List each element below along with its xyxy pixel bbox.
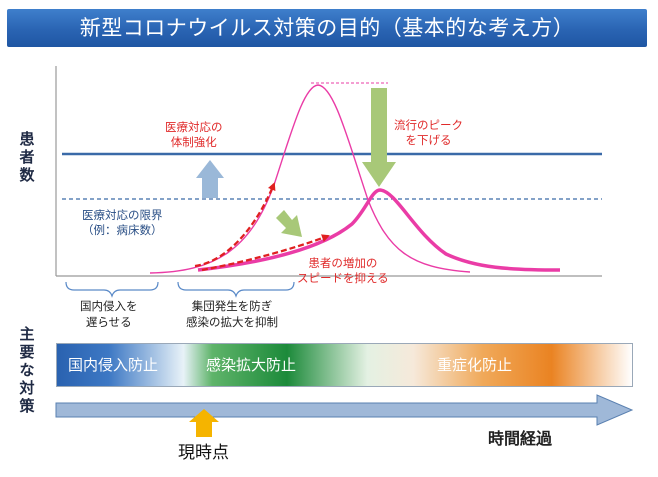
patients-axis-label: 患者数: [19, 130, 35, 184]
current-point-label: 現時点: [178, 443, 229, 463]
main-measures-label: 主要な対策: [19, 325, 35, 415]
brace-cluster: [177, 281, 295, 298]
peak-lower-arrow: [362, 88, 396, 187]
shift-arrow: [276, 210, 302, 237]
page-title: 新型コロナウイルス対策の目的（基本的な考え方）: [79, 16, 575, 40]
title-bar: 新型コロナウイルス対策の目的（基本的な考え方）: [7, 9, 647, 47]
cluster-label: 集団発生を防ぎ 感染の拡大を抑制: [186, 299, 278, 329]
mitigated-curve: [197, 188, 561, 272]
measures-band: [56, 343, 633, 387]
band-stage-2: 感染拡大防止: [206, 356, 297, 374]
accelerate-arrow-lower: [201, 234, 330, 272]
time-axis-arrow: [55, 394, 634, 426]
unmitigated-curve: [149, 84, 471, 274]
band-stage-1: 国内侵入防止: [68, 356, 159, 374]
lower-peak-label: 流行のピーク を下げる: [394, 118, 463, 147]
brace-delay: [65, 281, 159, 298]
time-axis-label: 時間経過: [488, 429, 553, 448]
strengthen-label: 医療対応の 体制強化: [165, 120, 223, 149]
limit-label: 医療対応の限界 （例：病床数）: [82, 208, 163, 237]
accelerate-arrow-upper: [194, 182, 276, 268]
current-point-arrow: [189, 409, 219, 437]
band-stage-3: 重症化防止: [437, 356, 513, 374]
delay-label: 国内侵入を 遅らせる: [80, 299, 138, 329]
capacity-up-arrow: [196, 160, 224, 198]
slow-spread-label: 患者の増加の スピードを抑える: [297, 256, 389, 285]
